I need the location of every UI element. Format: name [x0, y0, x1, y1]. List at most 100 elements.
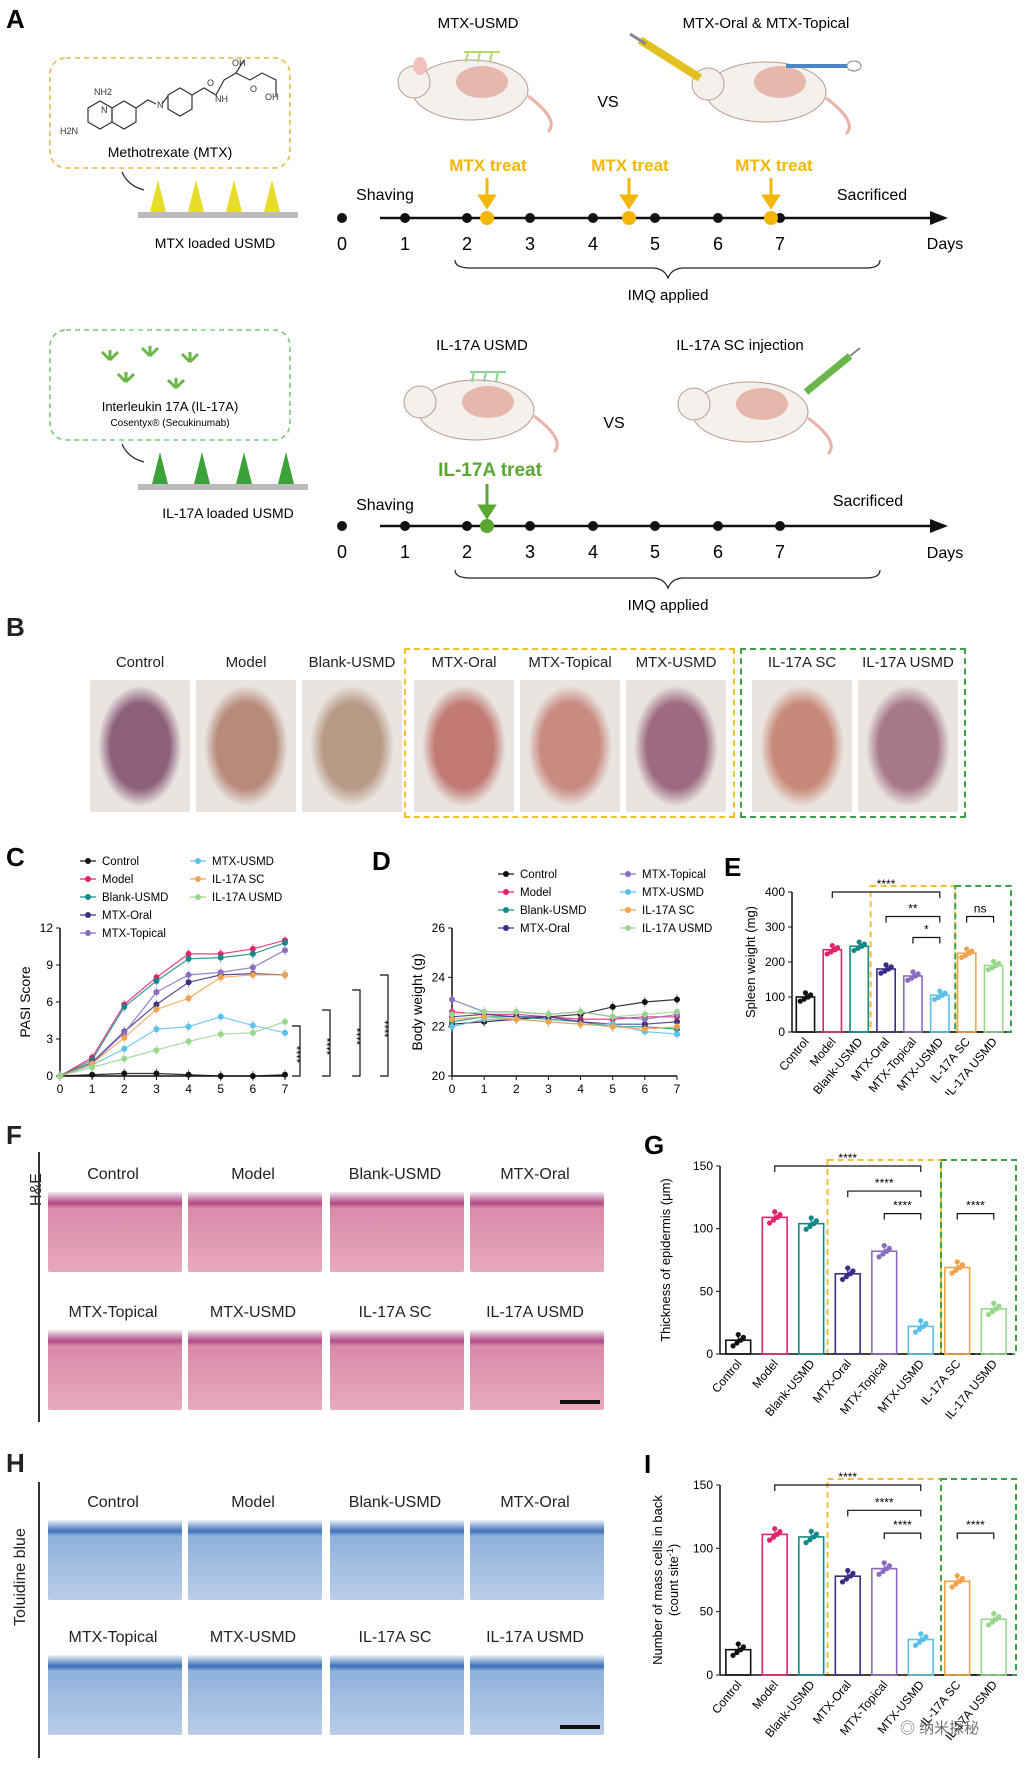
histology-label-1: Model	[231, 1166, 275, 1183]
data-dot	[964, 946, 970, 952]
days-label-2: Days	[927, 545, 963, 562]
bar	[956, 952, 977, 1033]
panel-b-letter: B	[6, 612, 25, 642]
data-dot	[839, 1276, 846, 1283]
bar	[944, 1266, 971, 1355]
timeline-day-tick: 4	[588, 234, 598, 254]
data-point	[545, 1018, 552, 1025]
data-dot	[808, 992, 814, 998]
significance-label: ****	[877, 877, 896, 891]
data-dot	[880, 1251, 886, 1257]
data-point	[282, 1029, 288, 1036]
data-point	[609, 1023, 616, 1030]
data-dot	[953, 1581, 959, 1587]
data-point	[449, 1011, 455, 1018]
antibody-icons	[100, 346, 200, 390]
he-side-rule	[38, 1152, 40, 1422]
data-point	[249, 1073, 256, 1079]
significance-bracket	[774, 1484, 922, 1491]
data-dot	[735, 1331, 741, 1338]
y-tick-label: 50	[700, 1284, 714, 1298]
series-line-MTX-USMD	[59, 1016, 286, 1077]
data-dot	[876, 1254, 882, 1260]
bar	[980, 1618, 1007, 1676]
histology-label-1: Model	[231, 1494, 275, 1511]
data-dot	[850, 1268, 856, 1274]
mtx-treat-marker	[622, 211, 636, 225]
histology-label-7: IL-17A USMD	[486, 1304, 584, 1321]
imq-label-1: IMQ applied	[628, 287, 709, 304]
y-axis-title: Number of mass cells in back	[650, 1495, 665, 1665]
days-label-1: Days	[927, 236, 963, 253]
data-dot	[915, 971, 921, 977]
significance-bracket	[883, 1213, 922, 1220]
significance-label: **	[908, 902, 918, 916]
data-dot	[845, 1265, 851, 1271]
svg-text:O: O	[250, 84, 257, 94]
legend-label: MTX-Topical	[102, 928, 166, 940]
timeline-day-tick: 6	[713, 542, 723, 562]
data-point	[185, 1023, 192, 1030]
data-point	[217, 974, 224, 981]
bar	[980, 1308, 1007, 1355]
y-axis-title: PASI Score	[17, 966, 33, 1038]
series-line-MTX-Topical	[59, 949, 286, 1077]
il17-treat-label: IL-17A treat	[438, 460, 542, 481]
treatment-label-6: IL-17A SC	[767, 654, 837, 671]
x-tick-label: Model	[749, 1678, 781, 1712]
significance-bracket	[847, 1509, 922, 1517]
sc-syringe-icon	[803, 347, 861, 395]
significance-label: ****	[295, 1045, 307, 1063]
histology-label-0: Control	[87, 1494, 139, 1511]
legend-marker	[625, 889, 631, 895]
data-dot	[996, 1613, 1002, 1620]
data-dot	[839, 1579, 846, 1585]
mtx-microneedle-patch	[138, 180, 298, 218]
timeline-day-dot	[650, 213, 660, 223]
treatment-label-1: Model	[225, 654, 267, 671]
shaving-label-1: Shaving	[356, 187, 414, 204]
data-point	[282, 971, 288, 978]
histology-photo-0	[48, 1192, 182, 1272]
data-dot	[881, 1242, 887, 1249]
y-axis-title: Body weight (g)	[409, 953, 425, 1050]
timeline-day-tick: 5	[650, 542, 660, 562]
data-dot	[740, 1644, 747, 1650]
data-point	[185, 995, 192, 1002]
histology-label-4: MTX-Topical	[68, 1304, 158, 1321]
y-tick-label: 100	[693, 1541, 713, 1555]
data-dot	[985, 1311, 992, 1318]
mtx-treat-arrows	[477, 178, 781, 210]
mouse-il17-usmd	[403, 371, 559, 454]
legend-marker	[625, 871, 631, 877]
histology-photo-1	[188, 1520, 322, 1600]
data-point	[121, 1003, 128, 1010]
il17-treat-marker	[480, 519, 494, 533]
mtx-molecule-atoms: NH2 N H2N O OH NH N OH O	[60, 58, 279, 136]
data-dot	[880, 1568, 886, 1575]
data-point	[121, 1034, 128, 1041]
legend-marker	[85, 912, 91, 918]
y-tick-label: 200	[765, 955, 785, 969]
legend-label: Model	[102, 874, 133, 886]
panel-cde: C D E 03691201234567DayPASI ScoreControl…	[6, 842, 1012, 1095]
bar	[907, 1638, 934, 1676]
data-dot	[876, 1571, 882, 1577]
data-dot	[777, 1211, 783, 1218]
significance-label: ****	[966, 1518, 985, 1532]
data-point	[153, 1047, 160, 1054]
significance-bracket	[912, 936, 941, 944]
data-point	[153, 1006, 160, 1013]
y-tick-label: 24	[432, 970, 446, 984]
mtx-group-box	[404, 648, 735, 818]
significance-bracket	[352, 989, 361, 1077]
mtx-molecule-box	[49, 57, 291, 169]
data-dot	[886, 1245, 893, 1252]
histology-label-6: IL-17A SC	[358, 1304, 432, 1321]
timeline-day-tick: 4	[588, 542, 598, 562]
data-point	[674, 1023, 680, 1030]
bar	[822, 948, 843, 1033]
significance-label: ****	[838, 1470, 857, 1484]
bar	[871, 1250, 898, 1355]
mtx-treat-marker	[764, 211, 778, 225]
